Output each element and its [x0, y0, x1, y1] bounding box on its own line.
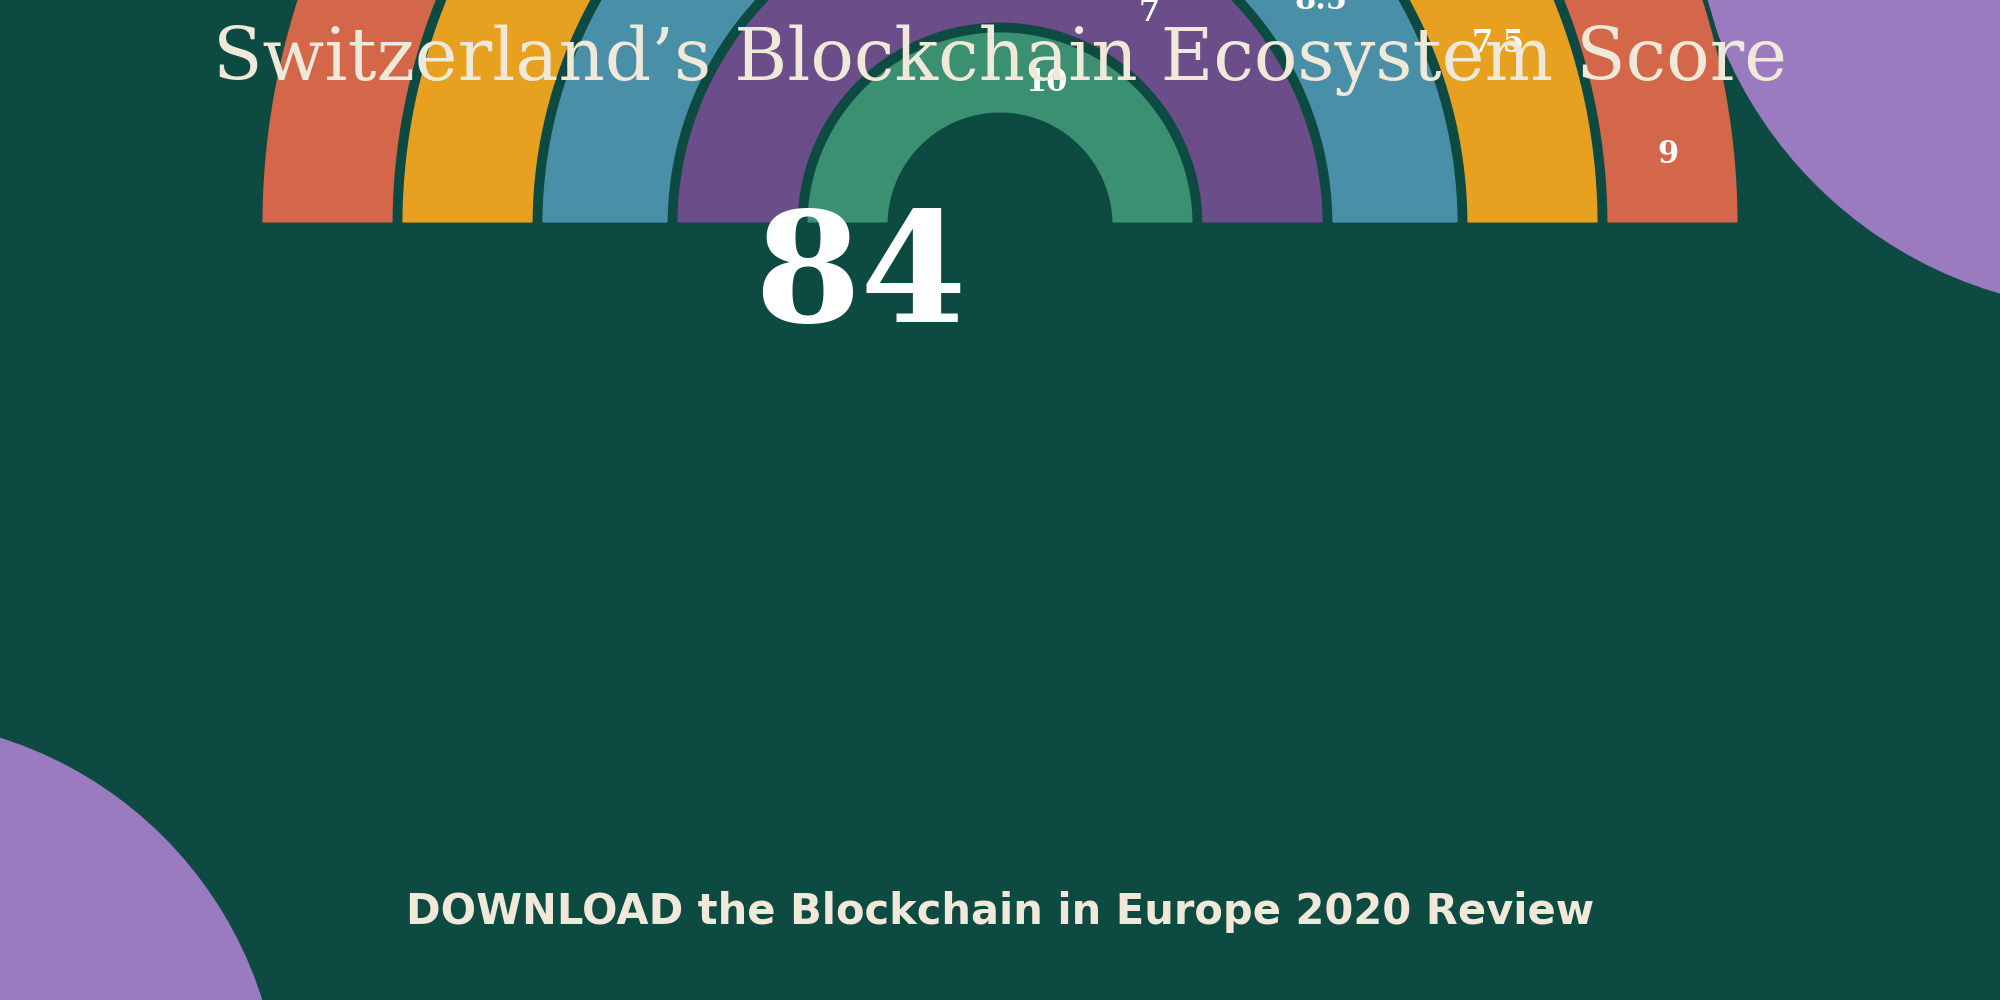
Polygon shape — [804, 30, 1196, 225]
Text: 10: 10 — [1026, 67, 1068, 98]
Polygon shape — [260, 0, 1740, 225]
Polygon shape — [676, 0, 1324, 225]
Text: 7.5: 7.5 — [1472, 28, 1524, 59]
Text: 9: 9 — [1658, 139, 1678, 170]
Polygon shape — [540, 0, 1460, 225]
Text: 7: 7 — [1138, 0, 1160, 28]
Text: 8.5: 8.5 — [1294, 0, 1348, 16]
Circle shape — [1690, 0, 2000, 310]
Text: DOWNLOAD the Blockchain in Europe 2020 Review: DOWNLOAD the Blockchain in Europe 2020 R… — [406, 891, 1594, 933]
Circle shape — [0, 720, 280, 1000]
Polygon shape — [400, 0, 1600, 225]
Text: Switzerland’s Blockchain Ecosystem Score: Switzerland’s Blockchain Ecosystem Score — [212, 24, 1788, 96]
Text: 84: 84 — [754, 206, 966, 355]
